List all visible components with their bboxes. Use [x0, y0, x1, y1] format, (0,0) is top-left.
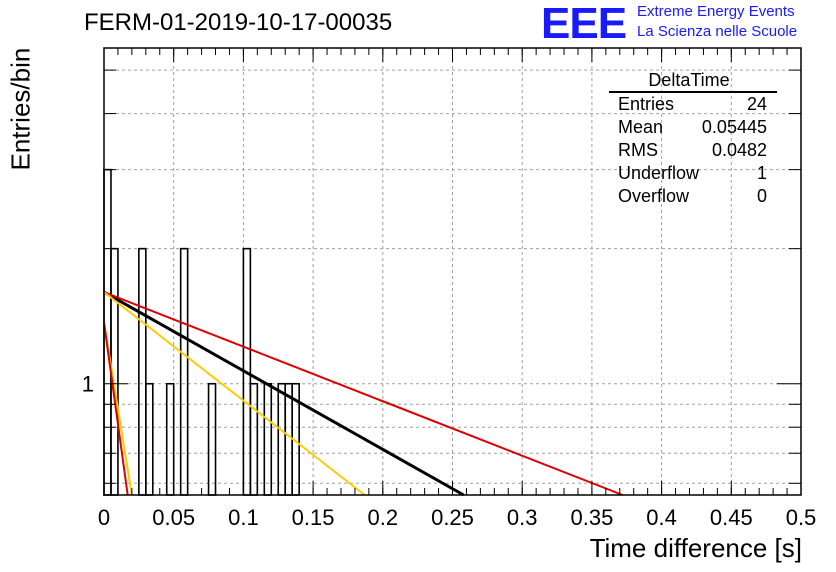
x-tick-label: 0.35 [570, 505, 613, 530]
plot-frame [103, 47, 802, 496]
histogram-bar [145, 382, 154, 496]
x-tick-label: 0.3 [507, 505, 538, 530]
stats-label: Overflow [618, 186, 690, 206]
fit-lines [103, 290, 623, 497]
stats-label: Mean [618, 117, 664, 137]
x-tick-label: 0.5 [786, 505, 817, 530]
logo-line-2: La Scienza nelle Scuole [637, 23, 798, 40]
histogram-bar [249, 382, 259, 496]
fit-line [103, 291, 366, 496]
fit-line [103, 322, 129, 496]
x-tick-label: 0.05 [152, 505, 195, 530]
stats-row: RMS 0.0482 [609, 139, 777, 162]
stats-row: Mean 0.05445 [609, 116, 777, 139]
histogram-bars [103, 168, 300, 496]
histogram-bar [284, 382, 293, 496]
stats-value: 0.05445 [701, 117, 767, 137]
tick-labels: 0 0.05 0.1 0.15 0.2 0.25 0.3 0.35 0.4 0.45 0.5 1 [82, 372, 817, 530]
x-tick-label: 0.1 [228, 505, 259, 530]
histogram-bar [165, 382, 175, 496]
stats-row: Entries 24 [609, 93, 777, 116]
x-tick-label: 0 [98, 505, 110, 530]
y-tick-label: 1 [82, 372, 94, 397]
histogram-bar [277, 382, 287, 496]
histogram-bar [207, 382, 217, 496]
fit-line [103, 291, 623, 496]
stats-label: Entries [618, 94, 675, 114]
fit-line [103, 290, 465, 497]
stats-row: Overflow 0 [609, 185, 777, 208]
stats-box: DeltaTime Entries 24 Mean 0.05445 RMS 0.… [609, 69, 777, 208]
histogram-bar [263, 382, 273, 496]
logo-line-1: Extreme Energy Events [637, 3, 795, 20]
stats-value: 24 [746, 94, 767, 114]
stats-label: RMS [618, 140, 658, 160]
chart-title: FERM-01-2019-10-17-00035 [84, 9, 393, 36]
axis-ticks [103, 48, 802, 495]
x-tick-label: 0.45 [710, 505, 753, 530]
histogram-bar [179, 247, 189, 496]
stats-value: 1 [756, 163, 767, 183]
stats-label: Underflow [618, 163, 700, 183]
x-tick-label: 0.15 [292, 505, 335, 530]
x-tick-label: 0.2 [368, 505, 399, 530]
stats-value: 0 [756, 186, 767, 206]
x-axis-label: Time difference [s] [589, 533, 802, 563]
stats-title: DeltaTime [609, 69, 777, 93]
x-tick-label: 0.25 [431, 505, 474, 530]
x-tick-label: 0.4 [646, 505, 677, 530]
stats-row: Underflow 1 [609, 162, 777, 185]
histogram-bar [138, 247, 147, 496]
stats-value: 0.0482 [711, 140, 767, 160]
logo-mark: EEE [541, 0, 627, 48]
